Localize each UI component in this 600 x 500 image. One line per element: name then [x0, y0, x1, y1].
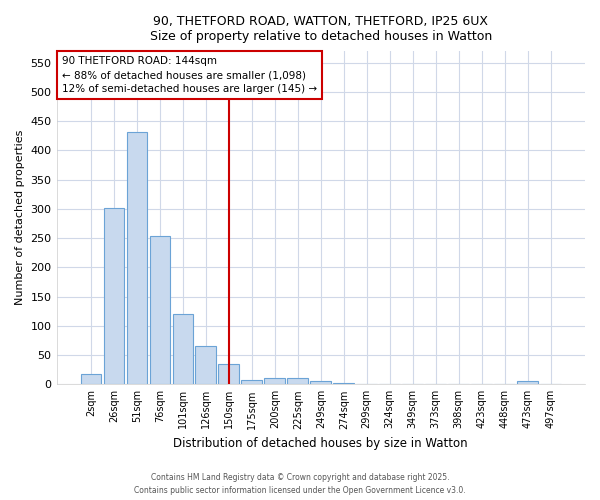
- Text: Contains HM Land Registry data © Crown copyright and database right 2025.
Contai: Contains HM Land Registry data © Crown c…: [134, 474, 466, 495]
- Bar: [310, 382, 331, 384]
- Bar: [173, 314, 193, 384]
- Bar: [149, 236, 170, 384]
- Bar: [218, 364, 239, 384]
- Bar: [80, 374, 101, 384]
- X-axis label: Distribution of detached houses by size in Watton: Distribution of detached houses by size …: [173, 437, 468, 450]
- Bar: [241, 380, 262, 384]
- Bar: [104, 208, 124, 384]
- Text: 90 THETFORD ROAD: 144sqm
← 88% of detached houses are smaller (1,098)
12% of sem: 90 THETFORD ROAD: 144sqm ← 88% of detach…: [62, 56, 317, 94]
- Title: 90, THETFORD ROAD, WATTON, THETFORD, IP25 6UX
Size of property relative to detac: 90, THETFORD ROAD, WATTON, THETFORD, IP2…: [149, 15, 492, 43]
- Bar: [127, 132, 147, 384]
- Y-axis label: Number of detached properties: Number of detached properties: [15, 130, 25, 306]
- Bar: [265, 378, 285, 384]
- Bar: [334, 383, 354, 384]
- Bar: [287, 378, 308, 384]
- Bar: [517, 382, 538, 384]
- Bar: [196, 346, 216, 385]
